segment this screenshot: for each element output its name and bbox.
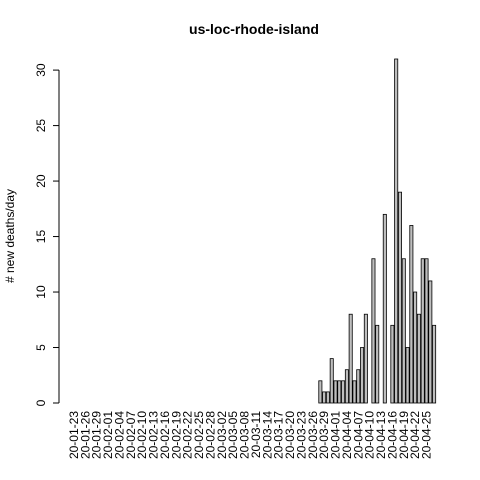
bar (352, 380, 357, 404)
y-tick-label: 25 (34, 119, 48, 133)
bar (413, 291, 418, 404)
x-tick-label: 20-03-17 (272, 411, 286, 459)
x-tick-label: 20-02-01 (101, 411, 115, 459)
bar (318, 380, 323, 404)
x-tick-label: 20-04-25 (420, 411, 434, 459)
x-tick-label: 20-03-20 (283, 411, 297, 459)
x-tick-label: 20-04-22 (408, 411, 422, 459)
x-tick-label: 20-03-14 (260, 411, 274, 459)
chart-title: us-loc-rhode-island (189, 21, 319, 37)
x-tick-label: 20-01-26 (78, 411, 92, 459)
bar (409, 225, 414, 404)
bar (348, 313, 353, 404)
bar (363, 313, 368, 404)
y-tick-label: 15 (34, 230, 48, 244)
x-tick-label: 20-03-08 (238, 411, 252, 459)
x-tick-label: 20-04-13 (374, 411, 388, 459)
y-axis-label: # new deaths/day (3, 189, 17, 283)
x-tick-label: 20-03-02 (215, 411, 229, 459)
bar (360, 347, 365, 404)
x-tick-label: 20-01-29 (90, 411, 104, 459)
y-tick-label: 30 (34, 63, 48, 77)
bar (382, 213, 387, 404)
bar (356, 369, 361, 404)
x-tick-label: 20-02-19 (169, 411, 183, 459)
x-tick-label: 20-04-04 (340, 411, 354, 459)
x-tick-label: 20-03-11 (249, 411, 263, 458)
x-tick-label: 20-02-16 (158, 411, 172, 459)
x-tick-label: 20-04-19 (397, 411, 411, 459)
bar (416, 313, 421, 404)
bar (397, 191, 402, 404)
bar (390, 324, 395, 404)
bar (375, 324, 380, 404)
x-tick-label: 20-04-10 (363, 411, 377, 459)
x-tick-label: 20-02-13 (147, 411, 161, 459)
bar (337, 380, 342, 404)
bar (341, 380, 346, 404)
bar (420, 258, 425, 404)
bar (394, 58, 399, 404)
y-tick-label: 10 (34, 285, 48, 299)
bar (428, 280, 433, 404)
x-tick-label: 20-04-16 (385, 411, 399, 459)
y-tick-label: 20 (34, 174, 48, 188)
x-tick-label: 20-02-04 (112, 411, 126, 459)
x-tick-label: 20-02-07 (124, 411, 138, 459)
bar (401, 258, 406, 404)
x-tick-label: 20-03-29 (317, 411, 331, 459)
bar (329, 358, 334, 404)
x-tick-label: 20-02-10 (135, 411, 149, 459)
x-tick-label: 20-04-01 (329, 411, 343, 459)
y-tick-label: 0 (34, 399, 48, 406)
x-tick-label: 20-03-26 (306, 411, 320, 459)
bar (371, 258, 376, 404)
x-tick-label: 20-03-23 (294, 411, 308, 459)
bar (322, 391, 327, 404)
x-tick-label: 20-01-23 (67, 411, 81, 459)
x-tick-label: 20-02-22 (181, 411, 195, 459)
x-tick-label: 20-02-25 (192, 411, 206, 459)
bar (333, 380, 338, 404)
x-tick-label: 20-04-07 (351, 411, 365, 459)
y-tick-label: 5 (34, 344, 48, 351)
bar (405, 347, 410, 404)
bar (344, 369, 349, 404)
bar (325, 391, 330, 404)
x-tick-label: 20-03-05 (226, 411, 240, 459)
x-tick-label: 20-02-28 (203, 411, 217, 459)
bar (424, 258, 429, 404)
bar (432, 324, 437, 404)
